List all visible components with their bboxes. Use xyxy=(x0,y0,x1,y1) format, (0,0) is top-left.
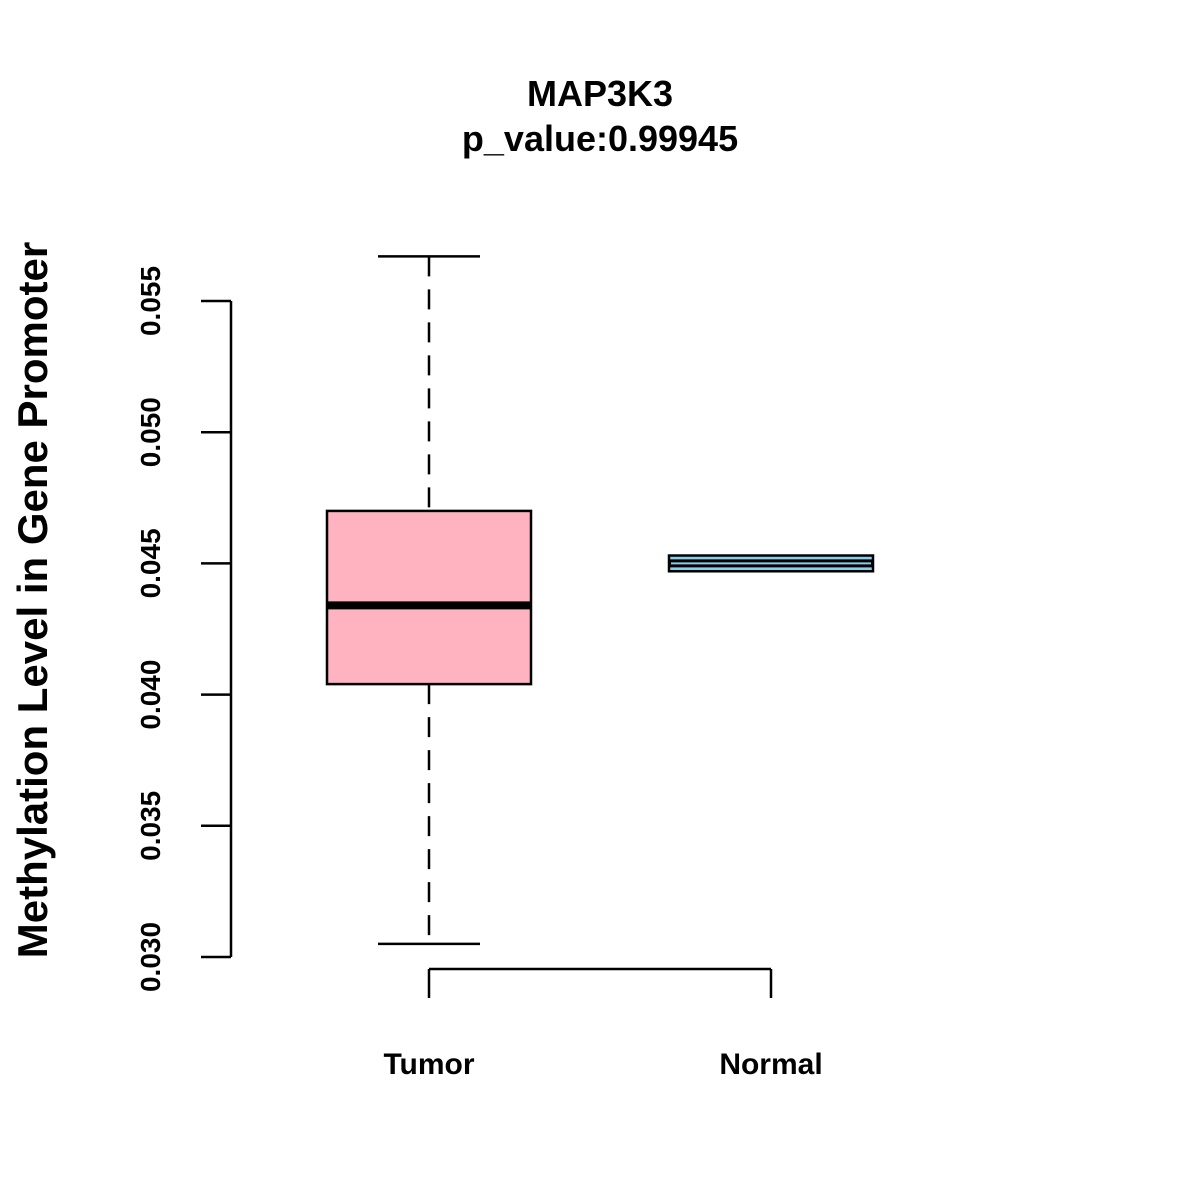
y-tick-label: 0.030 xyxy=(135,922,166,992)
x-category-label: Tumor xyxy=(383,1048,474,1081)
y-axis-label: Methylation Level in Gene Promoter xyxy=(9,242,56,958)
iqr-box xyxy=(325,509,533,686)
y-tick-label: 0.050 xyxy=(135,397,166,467)
x-axis: Tumor Normal xyxy=(383,967,823,1081)
y-tick-label: 0.045 xyxy=(135,528,166,598)
y-tick-label: 0.035 xyxy=(135,791,166,861)
y-tick-label: 0.040 xyxy=(135,660,166,730)
box-group xyxy=(325,255,875,946)
y-tick-label: 0.055 xyxy=(135,266,166,336)
box-tumor xyxy=(325,255,533,946)
y-axis: 0.030 0.035 0.040 0.045 0.050 0.055 xyxy=(135,266,233,992)
chart-title: MAP3K3 xyxy=(527,73,673,114)
x-category-label: Normal xyxy=(719,1048,822,1081)
box-normal xyxy=(667,554,875,573)
chart-subtitle: p_value:0.99945 xyxy=(462,118,738,159)
